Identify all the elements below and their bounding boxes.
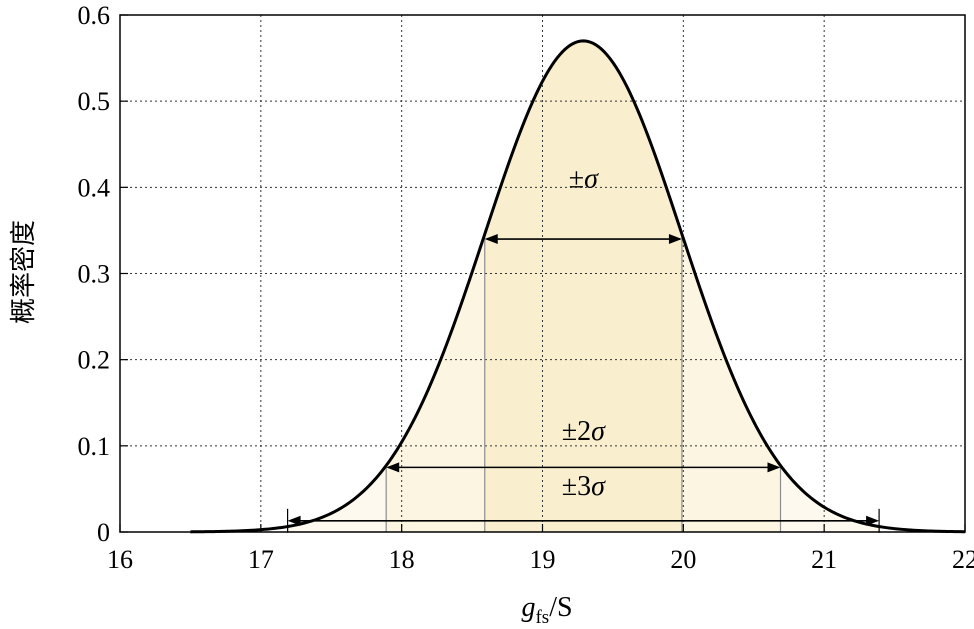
- x-tick-label: 17: [248, 545, 274, 574]
- arrowhead-left: [287, 515, 301, 526]
- x-axis-ticks: 16 17 18 19 20 21 22: [107, 524, 974, 574]
- y-tick-label: 0.6: [78, 1, 111, 30]
- arrowhead-left: [484, 234, 498, 245]
- y-tick-label: 0: [97, 518, 110, 547]
- interval-arrows: ±σ ±2σ ±3σ: [286, 163, 880, 533]
- y-axis-ticks: 0 0.1 0.2 0.3 0.4 0.5 0.6: [78, 1, 128, 547]
- x-axis-label-unit: /S: [549, 592, 572, 623]
- arrowhead-right: [668, 234, 682, 245]
- x-tick-label: 19: [530, 545, 556, 574]
- sigma-fills: [287, 40, 880, 533]
- interval-label-2sigma: ±2σ: [562, 416, 606, 447]
- x-axis-label-subscript: fs: [535, 607, 549, 628]
- grid: [120, 15, 965, 532]
- arrowhead-right: [866, 515, 880, 526]
- interval-label-1sigma: ±σ: [569, 163, 599, 194]
- arrowhead-left: [386, 462, 400, 473]
- fill-1sigma: [484, 40, 682, 533]
- x-axis-label: gfs/S: [521, 592, 572, 628]
- density-curve: [190, 39, 966, 534]
- x-tick-label: 16: [107, 545, 133, 574]
- x-tick-label: 22: [952, 545, 974, 574]
- x-tick-label: 20: [670, 545, 696, 574]
- x-axis-label-main: g: [521, 592, 535, 623]
- interval-label-3sigma: ±3σ: [562, 471, 606, 502]
- x-tick-label: 18: [389, 545, 415, 574]
- y-tick-label: 0.5: [78, 87, 111, 116]
- x-tick-label: 21: [811, 545, 837, 574]
- y-tick-label: 0.2: [78, 346, 111, 375]
- y-axis-label: 概率密度: [9, 220, 39, 324]
- y-tick-label: 0.3: [78, 260, 111, 289]
- y-tick-label: 0.4: [78, 173, 111, 202]
- arrowhead-right: [767, 462, 781, 473]
- y-tick-label: 0.1: [78, 432, 111, 461]
